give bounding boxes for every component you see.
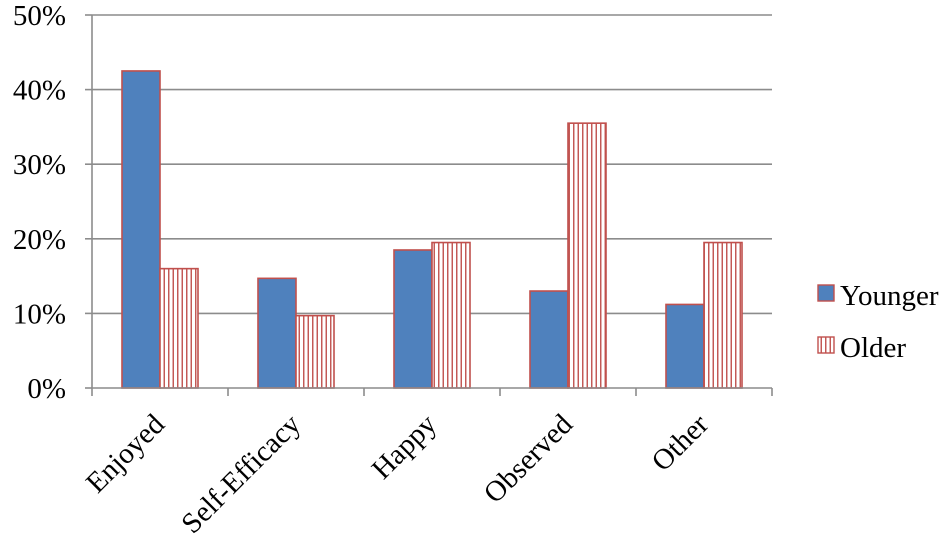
legend-label-older: Older [840, 332, 906, 364]
y-tick-labels: 0% 10% 20% 30% 40% 50% [13, 0, 66, 405]
legend-label-younger: Younger [840, 280, 939, 312]
bar-younger-enjoyed [121, 70, 161, 389]
bar-older-other [703, 241, 743, 389]
bar-older-enjoyed [159, 267, 199, 389]
bar-younger-happy [393, 249, 433, 389]
legend-swatch-younger [817, 284, 835, 302]
y-tick-label: 50% [13, 0, 66, 32]
bars [121, 70, 743, 389]
x-tick-label: Observed [478, 408, 580, 510]
legend: Younger Older [817, 280, 939, 364]
axes [85, 14, 773, 396]
y-tick-label: 40% [13, 75, 66, 107]
x-tick-label: Other [646, 408, 716, 478]
bar-older-observed [567, 122, 607, 389]
y-tick-label: 10% [13, 298, 66, 330]
x-tick-label: Happy [366, 408, 444, 486]
y-tick-label: 0% [27, 373, 66, 405]
y-tick-label: 20% [13, 224, 66, 256]
gridlines [92, 14, 772, 315]
bar-younger-self-efficacy [257, 277, 297, 389]
x-tick-labels: Enjoyed Self-Efficacy Happy Observed Other [80, 408, 715, 540]
bar-older-self-efficacy [295, 314, 335, 389]
x-tick-label: Enjoyed [80, 408, 171, 499]
bar-younger-observed [529, 290, 569, 389]
y-tick-label: 30% [13, 149, 66, 181]
bar-younger-other [665, 303, 705, 389]
x-tick-label: Self-Efficacy [175, 408, 307, 540]
bar-older-happy [431, 241, 471, 389]
legend-swatch-older [817, 336, 835, 354]
